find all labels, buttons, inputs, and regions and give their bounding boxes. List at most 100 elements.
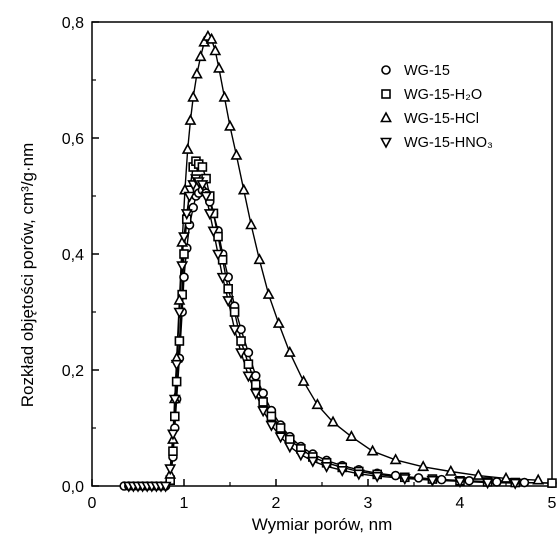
data-point [190, 67, 203, 79]
data-point [398, 474, 411, 486]
data-point [265, 420, 278, 432]
legend-label: WG-15-H₂O [404, 87, 482, 103]
data-point [200, 191, 213, 203]
data-point [444, 464, 457, 476]
tick-labels: 0 1 2 3 4 5 0,0 0,2 0,4 0,6 0,8 [62, 15, 557, 512]
data-point [178, 232, 190, 244]
y-tick-label: 0,6 [62, 131, 84, 148]
data-point [187, 90, 200, 102]
data-point [216, 272, 229, 284]
data-point [207, 226, 220, 238]
data-point [164, 464, 177, 476]
data-point [167, 429, 179, 441]
data-point [345, 430, 358, 442]
data-point [352, 469, 365, 481]
data-point [275, 423, 286, 433]
data-point [532, 473, 545, 485]
data-point [222, 296, 235, 308]
data-point [327, 415, 339, 427]
x-tick-label: 5 [548, 495, 557, 512]
data-point [230, 148, 243, 160]
data-point [272, 316, 285, 328]
data-point [174, 336, 185, 346]
x-tick-label: 0 [88, 495, 97, 512]
data-point [294, 450, 307, 462]
legend-marker [381, 65, 391, 75]
data-point [547, 478, 557, 488]
x-tick-label: 1 [180, 495, 189, 512]
data-point [258, 397, 268, 407]
data-point [228, 325, 241, 337]
data-point [500, 471, 512, 483]
data-point [481, 478, 494, 490]
data-point [472, 468, 485, 480]
y-axis-label: Rozkład objętości porów, cm³/g·nm [18, 143, 37, 408]
legend-marker [380, 111, 392, 123]
data-point [223, 283, 233, 294]
data-point [245, 218, 258, 230]
data-point [262, 287, 275, 299]
data-point [237, 183, 250, 195]
data-point [235, 348, 247, 360]
data-point [196, 180, 209, 192]
data-point [283, 345, 296, 357]
x-tick-label: 2 [272, 495, 281, 512]
data-point [257, 406, 270, 418]
data-point [249, 388, 262, 400]
data-point [168, 446, 178, 457]
data-point [213, 61, 225, 73]
data-point [170, 411, 180, 422]
data-point [173, 293, 186, 305]
legend-item: WG-15 [381, 63, 450, 79]
data-point [177, 289, 187, 300]
data-point [242, 371, 255, 383]
data-point [209, 44, 222, 56]
x-axis-label: Wymiar porów, nm [252, 515, 393, 534]
legend-item: WG-15-HNO₃ [380, 135, 493, 151]
data-point [426, 475, 439, 487]
data-point [197, 162, 208, 172]
y-tick-label: 0,8 [62, 15, 84, 32]
data-point [179, 249, 189, 259]
axes [91, 21, 553, 487]
data-point [250, 379, 261, 390]
data-point [194, 50, 207, 62]
data-point [336, 466, 349, 478]
legend-marker [381, 89, 391, 99]
data-point [170, 359, 183, 371]
legend-label: WG-15-HCl [404, 111, 479, 127]
y-tick-label: 0,4 [62, 247, 84, 264]
data-point [464, 475, 475, 486]
data-point [168, 394, 181, 406]
data-point [213, 231, 223, 242]
data-point [509, 478, 522, 490]
data-point [519, 477, 530, 488]
series-curves [124, 35, 553, 487]
data-point [171, 376, 182, 387]
data-point [229, 307, 240, 317]
data-point [183, 191, 196, 203]
data-point [203, 209, 216, 221]
data-point [176, 261, 189, 273]
legend: WG-15 WG-15-H₂O WG-15-HCl WG-15-HNO₃ [380, 63, 493, 151]
x-tick-label: 3 [364, 495, 373, 512]
data-point [491, 477, 502, 487]
data-point [297, 374, 310, 386]
data-point [436, 474, 447, 485]
legend-label: WG-15-HNO₃ [404, 135, 493, 151]
data-point [243, 359, 254, 370]
data-point [212, 249, 224, 261]
data-point [236, 336, 246, 346]
data-point [371, 471, 384, 483]
data-point [417, 460, 430, 472]
data-point [180, 209, 193, 221]
plot-frame [91, 21, 553, 487]
legend-marker [380, 137, 392, 149]
data-point [306, 456, 319, 468]
data-point [181, 142, 194, 154]
data-point [320, 461, 333, 473]
data-point [454, 477, 466, 489]
data-point [218, 90, 231, 102]
data-point [253, 253, 266, 265]
